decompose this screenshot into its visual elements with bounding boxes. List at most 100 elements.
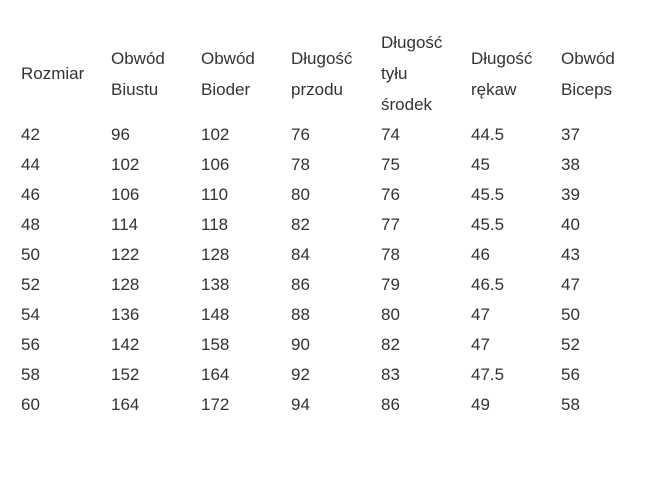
table-cell: 48 [21,215,40,234]
table-cell: 52 [561,335,580,354]
table-cell: 118 [201,215,229,234]
table-cell: 76 [381,185,400,204]
table-cell: 37 [561,125,580,144]
table-cell: 84 [291,245,310,264]
table-cell: 80 [291,185,310,204]
table-cell: 136 [111,305,140,324]
table-row: 46 106 110 80 76 45.5 39 [21,180,651,210]
table-cell: 79 [381,275,400,294]
table-row: 42 96 102 76 74 44.5 37 [21,120,651,150]
table-cell: 94 [291,395,310,414]
table-cell: 106 [201,155,230,174]
table-cell: 44.5 [471,125,505,144]
table-cell: 90 [291,335,310,354]
table-row: 54 136 148 88 80 47 50 [21,300,651,330]
table-cell: 114 [111,215,139,234]
table-cell: 110 [201,185,229,204]
size-table: Rozmiar Obwód Biustu Obwód Bioder Długość przo… [21,27,651,420]
table-cell: 82 [381,335,400,354]
table-cell: 148 [201,305,230,324]
table-cell: 74 [381,125,400,144]
column-header: Obwód Biustu [111,27,201,120]
table-cell: 96 [111,125,130,144]
table-row: 48 114 118 82 77 45.5 40 [21,210,651,240]
table-cell: 128 [111,275,140,294]
column-header: Długość przodu [291,27,381,120]
table-cell: 172 [201,395,230,414]
table-cell: 47 [471,305,490,324]
table-cell: 86 [291,275,310,294]
table-cell: 82 [291,215,310,234]
column-header: Obwód Bioder [201,27,291,120]
table-cell: 76 [291,125,310,144]
table-cell: 102 [111,155,140,174]
table-cell: 50 [21,245,40,264]
table-cell: 88 [291,305,310,324]
table-row: 52 128 138 86 79 46.5 47 [21,270,651,300]
table-row: 44 102 106 78 75 45 38 [21,150,651,180]
header-line: Biceps [561,79,613,99]
table-cell: 38 [561,155,580,174]
table-cell: 39 [561,185,580,204]
table-cell: 164 [111,395,140,414]
column-header: Obwód Biceps [561,27,651,120]
header-line: Długość [291,48,353,68]
table-cell: 106 [111,185,140,204]
table-cell: 83 [381,365,400,384]
header-line: przodu [291,79,343,99]
table-row: 60 164 172 94 86 49 58 [21,390,651,420]
header-row: Rozmiar Obwód Biustu Obwód Bioder Długość przo… [21,27,651,120]
table-cell: 40 [561,215,580,234]
table-cell: 47.5 [471,365,505,384]
header-line: Rozmiar [21,64,85,83]
table-cell: 52 [21,275,40,294]
table-cell: 158 [201,335,230,354]
table-cell: 164 [201,365,230,384]
table-cell: 128 [201,245,230,264]
column-header: Długość tyłu środek [381,27,471,120]
column-header: Rozmiar [21,27,111,120]
table-cell: 78 [291,155,310,174]
table-cell: 60 [21,395,40,414]
table-cell: 56 [561,365,580,384]
table-cell: 43 [561,245,580,264]
table-cell: 75 [381,155,400,174]
table-cell: 45.5 [471,215,505,234]
table-cell: 78 [381,245,400,264]
table-cell: 47 [561,275,580,294]
header-line: środek [381,95,433,114]
table-cell: 46.5 [471,275,505,294]
header-line: Obwód [111,48,165,68]
table-cell: 44 [21,155,40,174]
header-line: Obwód [201,48,255,68]
table-cell: 152 [111,365,140,384]
table-row: 56 142 158 90 82 47 52 [21,330,651,360]
table-cell: 56 [21,335,40,354]
header-line: rękaw [471,79,517,99]
column-header: Długość rękaw [471,27,561,120]
table-cell: 92 [291,365,310,384]
table-cell: 46 [21,185,40,204]
header-line: Biustu [111,79,159,99]
table-cell: 86 [381,395,400,414]
table-cell: 45.5 [471,185,505,204]
header-line: tyłu [381,64,408,83]
table-cell: 58 [21,365,40,384]
table-cell: 50 [561,305,580,324]
table-cell: 49 [471,395,490,414]
table-row: 50 122 128 84 78 46 43 [21,240,651,270]
table-cell: 54 [21,305,40,324]
table-cell: 138 [201,275,230,294]
header-line: Długość [381,33,443,52]
table-cell: 102 [201,125,230,144]
table-cell: 77 [381,215,400,234]
header-line: Bioder [201,79,251,99]
table-cell: 58 [561,395,580,414]
table-cell: 46 [471,245,490,264]
table-row: 58 152 164 92 83 47.5 56 [21,360,651,390]
table-cell: 42 [21,125,40,144]
header-line: Obwód [561,48,615,68]
table-cell: 45 [471,155,490,174]
table-cell: 122 [111,245,140,264]
header-line: Długość [471,48,533,68]
